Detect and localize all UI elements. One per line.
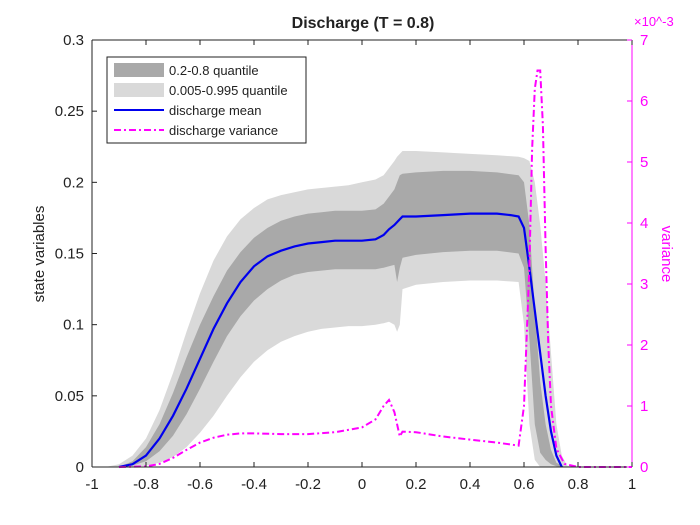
- y-tick-label: 0.25: [55, 103, 84, 120]
- x-tick-label: -0.2: [295, 476, 321, 493]
- chart-title: Discharge (T = 0.8): [292, 15, 435, 32]
- axes-layer: -1 -0.8 -0.6 -0.4 -0.2 0 0.2 0.4 0.6 0.8 100.050.1…: [55, 14, 674, 493]
- legend: 0.2-0.8 quantile 0.005-0.995 quantile disc…: [106, 56, 307, 144]
- x-tick-label: 0.8: [568, 476, 589, 493]
- x-tick-label: -0.4: [241, 476, 267, 493]
- y-tick-label: 0.2: [63, 174, 84, 191]
- y-tick-label-right: 7: [640, 32, 648, 49]
- x-tick-label: -1: [85, 476, 98, 493]
- x-tick-label: 0: [358, 476, 366, 493]
- bands-layer: [105, 151, 573, 467]
- y-tick-label-right: 1: [640, 398, 648, 415]
- y-axis-label: state variables: [31, 206, 48, 303]
- x-tick-label: -0.6: [187, 476, 213, 493]
- y-tick-label: 0.05: [55, 388, 84, 405]
- x-tick-label: 0.6: [514, 476, 535, 493]
- right-axis-multiplier: ×10^-3: [634, 14, 674, 29]
- y-tick-label-right: 3: [640, 276, 648, 293]
- legend-label-2: discharge mean: [169, 103, 262, 118]
- legend-label-1: 0.005-0.995 quantile: [169, 83, 288, 98]
- y-tick-label: 0.3: [63, 32, 84, 49]
- y-tick-label-right: 2: [640, 337, 648, 354]
- lines-layer: [118, 69, 632, 469]
- y-tick-label-right: 0: [640, 459, 648, 476]
- x-tick-label: 0.2: [406, 476, 427, 493]
- legend-label-0: 0.2-0.8 quantile: [169, 63, 259, 78]
- x-tick-label: -0.8: [133, 476, 159, 493]
- y-tick-label: 0: [76, 459, 84, 476]
- legend-swatch-0: [114, 63, 164, 77]
- y-axis-label-right: variance: [658, 226, 675, 283]
- legend-swatch-1: [114, 83, 164, 97]
- y-tick-label-right: 5: [640, 154, 648, 171]
- x-tick-label: 1: [628, 476, 636, 493]
- series-line-discharge-mean: [118, 212, 563, 469]
- x-tick-label: 0.4: [460, 476, 481, 493]
- series-line-discharge-variance: [118, 69, 632, 468]
- y-tick-label-right: 4: [640, 215, 648, 232]
- y-tick-label: 0.15: [55, 246, 84, 263]
- y-tick-label: 0.1: [63, 317, 84, 334]
- legend-label-3: discharge variance: [169, 123, 278, 138]
- band-inner: [119, 170, 565, 467]
- y-tick-label-right: 6: [640, 93, 648, 110]
